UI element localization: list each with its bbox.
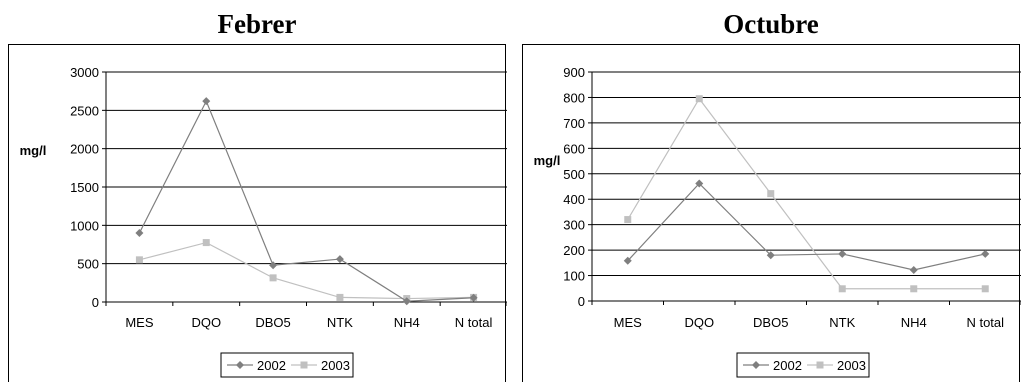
- data-point-2002: [469, 293, 478, 302]
- legend-label: 2002: [257, 358, 286, 373]
- legend-marker-2003: [816, 361, 824, 369]
- data-point-2002: [269, 261, 278, 270]
- x-tick-label: NTK: [327, 315, 353, 330]
- x-tick-label: DQO: [191, 315, 221, 330]
- legend-marker-2002: [236, 361, 244, 369]
- x-tick-label: NTK: [829, 315, 855, 330]
- data-point-2003: [767, 190, 775, 198]
- y-tick-label: 300: [563, 218, 585, 233]
- series-line-2002: [138, 99, 474, 302]
- series-line-2003: [139, 241, 474, 300]
- data-point-2002: [695, 179, 704, 188]
- y-tick-label: 400: [563, 192, 585, 207]
- legend-label: 2003: [321, 358, 350, 373]
- legend-marker-2003: [300, 361, 308, 369]
- line-chart: 0 500 1000 1500 2000 2500 3000 MES DQO DBO5 NTK NH4…: [20, 65, 507, 378]
- y-tick-label: 200: [563, 243, 585, 258]
- data-point-2002: [402, 297, 411, 306]
- y-tick-label: 700: [563, 116, 585, 131]
- legend-label: 2002: [773, 358, 802, 373]
- data-point-2002: [623, 256, 632, 265]
- data-point-2002: [981, 249, 990, 258]
- y-tick-label: 600: [563, 141, 585, 156]
- y-tick-label: 1500: [70, 180, 99, 195]
- y-tick-label: 0: [92, 295, 99, 310]
- y-axis-label: mg/l: [534, 153, 561, 168]
- data-point-2003: [695, 95, 703, 103]
- data-point-2002: [838, 249, 847, 258]
- y-axis-label: mg/l: [20, 143, 47, 158]
- data-point-2002: [202, 97, 211, 106]
- chart-frame: 0 500 1000 1500 2000 2500 3000 MES DQO DBO5 NTK NH4…: [8, 44, 507, 382]
- y-tick-label: 0: [578, 294, 585, 309]
- y-tick-label: 100: [563, 269, 585, 284]
- y-tick-label: 500: [77, 257, 99, 272]
- x-tick-label: DBO5: [255, 315, 290, 330]
- y-tick-label: 900: [563, 65, 585, 80]
- y-tick-label: 2000: [70, 142, 99, 157]
- chart-title: Octubre: [723, 9, 819, 39]
- data-point-2003: [981, 285, 989, 293]
- data-point-2002: [335, 255, 344, 264]
- y-tick-label: 500: [563, 167, 585, 182]
- data-point-2003: [336, 293, 344, 301]
- chart-frame: 0 100 200 300 400 500 600 700 800 900 MES DQO DBO5 NT…: [522, 44, 1021, 382]
- data-point-2003: [910, 285, 918, 293]
- data-point-2003: [135, 256, 143, 264]
- data-point-2003: [624, 216, 632, 224]
- x-tick-label: DBO5: [753, 315, 788, 330]
- chart-panel-febrer: Febrer 0 500 1000 1500 2000 2500 3000 MES DQO DBO…: [0, 0, 514, 382]
- data-point-2003: [838, 285, 846, 293]
- y-tick-label: 2500: [70, 103, 99, 118]
- legend-marker-2002: [752, 361, 760, 369]
- x-tick-label: N total: [455, 315, 493, 330]
- y-tick-label: 3000: [70, 65, 99, 80]
- legend-label: 2003: [837, 358, 866, 373]
- x-tick-label: MES: [125, 315, 154, 330]
- x-tick-label: DQO: [684, 315, 714, 330]
- line-chart: 0 100 200 300 400 500 600 700 800 900 MES DQO DBO5 NT…: [534, 65, 1021, 378]
- data-point-2003: [269, 274, 277, 282]
- data-point-2003: [202, 239, 210, 247]
- x-tick-label: NH4: [394, 315, 420, 330]
- y-tick-label: 1000: [70, 218, 99, 233]
- data-point-2002: [909, 265, 918, 274]
- x-tick-label: NH4: [901, 315, 927, 330]
- chart-title: Febrer: [217, 9, 297, 39]
- x-tick-label: MES: [614, 315, 643, 330]
- series-line-2003: [627, 97, 986, 290]
- data-point-2002: [135, 229, 144, 237]
- chart-panel-octubre: Octubre 0 100 200 300 400 500 600 700 800 900 MES D…: [514, 0, 1028, 382]
- x-tick-label: N total: [966, 315, 1004, 330]
- y-tick-label: 800: [563, 90, 585, 105]
- data-point-2002: [766, 251, 775, 260]
- series-line-2002: [627, 182, 986, 271]
